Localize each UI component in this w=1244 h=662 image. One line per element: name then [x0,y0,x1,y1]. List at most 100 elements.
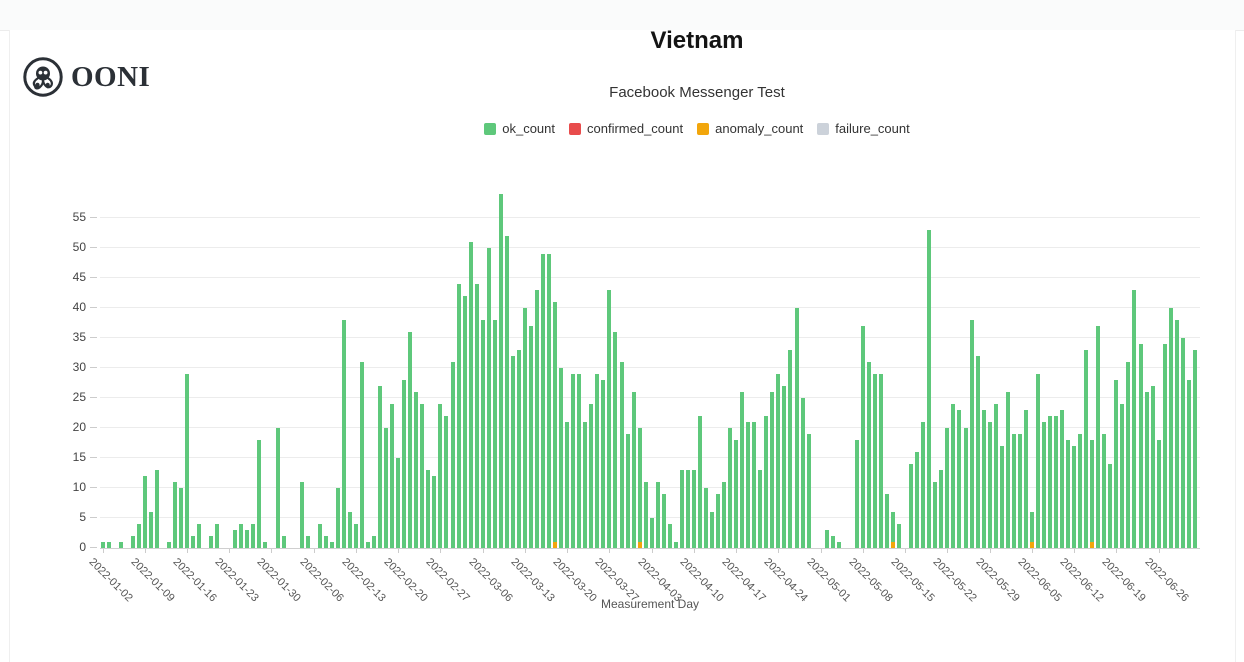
bar-day-142[interactable] [957,410,962,548]
bar-day-181[interactable] [1192,350,1197,548]
bar-day-172[interactable] [1138,344,1143,548]
bar-day-30[interactable] [281,536,286,548]
bar-day-174[interactable] [1150,386,1155,548]
bar-day-102[interactable] [716,494,721,548]
bar-day-7[interactable] [142,476,147,548]
bar-day-53[interactable] [420,404,425,548]
bar-day-91[interactable] [649,518,654,548]
bar-day-73[interactable] [541,254,546,548]
legend-item-confirmed-count[interactable]: confirmed_count [569,121,683,136]
bar-day-143[interactable] [963,428,968,548]
bar-day-23[interactable] [239,524,244,548]
bar-day-95[interactable] [673,542,678,548]
bar-day-149[interactable] [999,446,1004,548]
bar-day-68[interactable] [510,356,515,548]
bar-day-120[interactable] [824,530,829,548]
bar-day-58[interactable] [450,362,455,548]
bar-day-84[interactable] [607,290,612,548]
bar-day-59[interactable] [456,284,461,548]
bar-day-9[interactable] [154,470,159,548]
bar-day-50[interactable] [402,380,407,548]
bar-day-83[interactable] [601,380,606,548]
bar-day-173[interactable] [1144,392,1149,548]
bar-day-13[interactable] [178,488,183,548]
bar-day-44[interactable] [366,542,371,548]
bar-day-66[interactable] [498,194,503,548]
bar-day-22[interactable] [233,530,238,548]
bar-day-63[interactable] [480,320,485,548]
bar-day-26[interactable] [257,440,262,548]
bar-day-136[interactable] [921,422,926,548]
bar-day-80[interactable] [583,422,588,548]
bar-day-163[interactable] [1084,350,1089,548]
bar-day-155[interactable] [1035,374,1040,548]
bar-day-166[interactable] [1102,434,1107,548]
bar-day-93[interactable] [661,494,666,548]
bar-day-105[interactable] [734,440,739,548]
bar-day-176[interactable] [1162,344,1167,548]
bar-day-104[interactable] [728,428,733,548]
legend-item-failure-count[interactable]: failure_count [817,121,910,136]
bar-day-71[interactable] [528,326,533,548]
bar-day-150[interactable] [1005,392,1010,548]
bar-day-39[interactable] [335,488,340,548]
bar-day-141[interactable] [951,404,956,548]
bar-day-62[interactable] [474,284,479,548]
bar-day-161[interactable] [1072,446,1077,548]
bar-day-69[interactable] [516,350,521,548]
bar-day-76[interactable] [559,368,564,548]
bar-day-153[interactable] [1023,410,1028,548]
bar-day-64[interactable] [486,248,491,548]
bar-day-52[interactable] [414,392,419,548]
bar-day-171[interactable] [1132,290,1137,548]
bar-day-19[interactable] [215,524,220,548]
bar-day-12[interactable] [172,482,177,548]
bar-day-146[interactable] [981,410,986,548]
bar-day-25[interactable] [251,524,256,548]
bar-day-140[interactable] [945,428,950,548]
bar-day-75[interactable] [553,302,558,548]
bar-day-89[interactable] [637,428,642,548]
bar-day-18[interactable] [209,536,214,548]
bar-day-60[interactable] [462,296,467,548]
bar-day-77[interactable] [565,422,570,548]
bar-day-40[interactable] [341,320,346,548]
bar-day-103[interactable] [722,482,727,548]
bar-day-15[interactable] [191,536,196,548]
bar-day-47[interactable] [384,428,389,548]
bar-day-100[interactable] [704,488,708,548]
bar-day-162[interactable] [1078,434,1083,548]
bar-day-131[interactable] [891,512,896,548]
bar-day-33[interactable] [299,482,304,548]
bar-day-41[interactable] [347,512,352,548]
bar-day-121[interactable] [830,536,835,548]
bar-day-175[interactable] [1156,440,1161,548]
bar-day-113[interactable] [782,386,787,548]
bar-day-157[interactable] [1047,416,1052,548]
bar-day-139[interactable] [939,470,944,548]
legend-item-anomaly-count[interactable]: anomaly_count [697,121,803,136]
bar-day-110[interactable] [764,416,769,548]
bar-day-96[interactable] [679,470,684,548]
bar-day-156[interactable] [1041,422,1046,548]
bar-day-38[interactable] [329,542,334,548]
bar-day-54[interactable] [426,470,431,548]
bar-day-154[interactable] [1029,512,1034,548]
bar-day-111[interactable] [770,392,775,548]
bar-day-99[interactable] [697,416,702,548]
bar-day-117[interactable] [806,434,811,548]
bar-day-8[interactable] [148,512,153,548]
bar-day-128[interactable] [872,374,877,548]
bar-day-167[interactable] [1108,464,1113,548]
bar-day-57[interactable] [444,416,449,548]
bar-day-101[interactable] [710,512,715,548]
bar-day-51[interactable] [408,332,413,548]
bar-day-151[interactable] [1011,434,1016,548]
bar-day-177[interactable] [1168,308,1173,548]
bar-day-79[interactable] [577,374,582,548]
bar-day-98[interactable] [691,470,696,548]
bar-day-108[interactable] [752,422,757,548]
bar-day-55[interactable] [432,476,437,548]
bar-day-130[interactable] [885,494,890,548]
bar-day-125[interactable] [854,440,859,548]
